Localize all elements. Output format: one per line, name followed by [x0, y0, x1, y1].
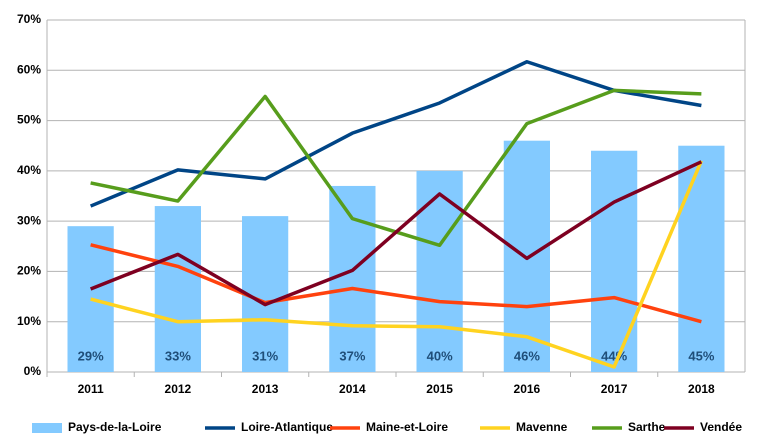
legend-label: Pays-de-la-Loire: [68, 420, 162, 434]
x-tick-label: 2014: [339, 382, 366, 396]
legend-label: Mavenne: [516, 420, 568, 434]
legend-label: Maine-et-Loire: [366, 420, 448, 434]
data-label: 29%: [78, 348, 104, 363]
data-label: 44%: [601, 348, 627, 363]
data-label: 33%: [165, 348, 191, 363]
data-label: 37%: [339, 348, 365, 363]
y-tick-label: 20%: [17, 264, 41, 278]
y-tick-label: 60%: [17, 62, 41, 76]
x-tick-label: 2013: [252, 382, 279, 396]
legend-label: Loire-Atlantique: [241, 420, 333, 434]
x-tick-label: 2011: [78, 382, 104, 396]
data-label: 40%: [427, 348, 453, 363]
y-tick-label: 70%: [17, 12, 41, 26]
x-tick-label: 2012: [165, 382, 192, 396]
data-label: 46%: [514, 348, 540, 363]
legend-swatch: [32, 423, 62, 433]
data-label: 31%: [252, 348, 278, 363]
line-series: [90, 243, 702, 324]
bar: [416, 170, 463, 372]
y-tick-label: 50%: [17, 113, 41, 127]
line-series: [90, 160, 703, 369]
legend-label: Sarthe: [628, 420, 666, 434]
line-series: [89, 160, 703, 307]
bar: [678, 145, 725, 372]
x-tick-label: 2015: [426, 382, 453, 396]
y-tick-label: 10%: [17, 314, 41, 328]
y-tick-label: 30%: [17, 213, 41, 227]
line-series: [89, 59, 702, 208]
bar: [329, 185, 376, 372]
bar: [591, 150, 638, 372]
x-tick-label: 2018: [688, 382, 715, 396]
data-label: 45%: [688, 348, 714, 363]
legend-label: Vendée: [700, 420, 742, 434]
y-tick-label: 40%: [17, 163, 41, 177]
x-tick-label: 2017: [601, 382, 628, 396]
x-tick-label: 2016: [514, 382, 541, 396]
bar: [154, 206, 201, 372]
y-tick-label: 0%: [24, 364, 42, 378]
